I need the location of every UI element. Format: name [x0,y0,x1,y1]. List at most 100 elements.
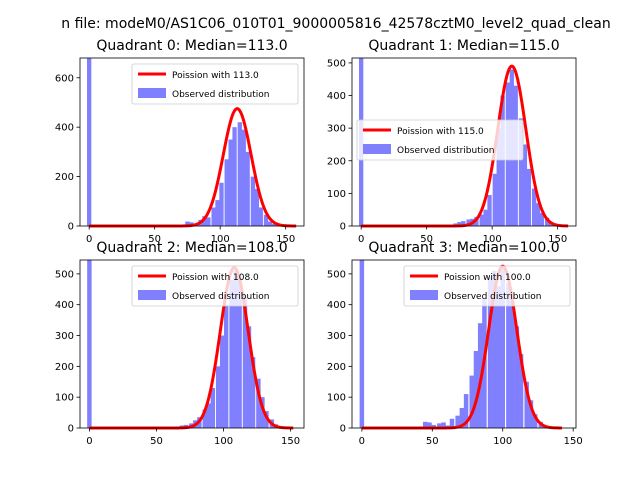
histogram-bar [457,222,462,226]
legend-box [131,63,299,105]
histogram-bar [260,397,265,428]
axes-frame [351,259,577,429]
histogram-bar [250,176,256,226]
legend-poisson-label: Poission with 113.0 [172,71,259,81]
y-tick-label: 100 [55,393,74,404]
y-tick-label: 400 [327,91,346,102]
histogram-bar [535,203,541,226]
y-tick-label: 600 [55,73,74,84]
histogram-bar [267,221,273,226]
histogram-bar [263,214,269,226]
x-tick-label: 100 [211,234,230,245]
histogram-bar [215,366,221,428]
axes-frame [351,57,577,227]
histogram-bar [437,423,442,428]
histogram-bar [423,421,428,428]
histogram-bar [250,357,256,428]
legend-poisson-label: Poission with 115.0 [397,127,484,137]
histogram-bar [522,144,528,226]
histogram-bar [223,304,229,428]
histogram-bar [202,409,207,428]
subplot-quadrant-2: 0 50 100 150 0 100 200 300 400 500 Quadrant 2: Med… [55,240,305,447]
histogram-bar [211,207,216,226]
legend: Poission with 100.0 Observed distribution [403,265,571,307]
legend-box [131,265,299,307]
histogram-bar [441,422,446,428]
histogram-bar [237,122,242,226]
histogram-bar [431,424,436,428]
histogram-bar [237,276,242,428]
histogram-bar [246,326,252,428]
y-tick-label: 0 [340,222,346,233]
x-tick-label: 0 [86,436,92,447]
histogram-bar [500,95,505,226]
histogram-bar [466,219,471,226]
x-tick-label: 150 [276,234,295,245]
histogram-bar [459,407,465,428]
histogram-bar [492,173,497,226]
y-tick-label: 400 [55,300,74,311]
subplot-quadrant-3: 0 50 100 150 0 100 200 300 400 500 Quadrant 3: Med… [327,240,583,447]
y-tick-label: 300 [327,331,346,342]
legend: Poission with 113.0 Observed distribution [131,63,299,105]
histogram-bar [473,350,479,428]
histogram-bar [258,207,263,226]
legend-observed-label: Observed distribution [444,292,541,302]
histogram-bar [449,418,455,428]
histogram-zero-bar [87,260,92,428]
histogram-bar [496,286,501,428]
legend-histogram-swatch [363,144,391,154]
subplot-quadrant-1: 0 50 100 150 0 100 200 300 400 500 Quadrant 1: Med… [327,38,577,245]
histogram-bar [506,283,511,428]
x-tick-label: 100 [214,436,233,447]
histogram-bar [233,270,238,428]
legend-observed-label: Observed distribution [172,292,269,302]
histogram-bar [528,400,534,428]
legend-observed-label: Observed distribution [172,90,269,100]
y-tick-label: 100 [327,189,346,200]
histogram-bar [526,168,531,226]
legend-box [403,265,571,307]
histogram-bar [539,212,545,226]
histogram-bar [518,118,524,226]
histogram-bar [545,217,550,226]
y-tick-label: 200 [327,362,346,373]
y-tick-label: 500 [327,269,346,280]
histogram-bar [531,188,537,226]
y-tick-label: 200 [55,172,74,183]
x-tick-label: 0 [358,234,364,245]
y-tick-label: 400 [327,300,346,311]
subplot-quadrant-0: 0 50 100 150 0 200 400 600 Quadrant 0: Median=11… [55,38,305,245]
histogram-bar [206,403,211,428]
histogram-bar [215,200,220,226]
x-tick-label: 50 [150,436,163,447]
legend-histogram-swatch [410,290,438,300]
histogram-bar [232,127,237,226]
legend-histogram-swatch [138,88,166,98]
legend: Poission with 115.0 Observed distribution [356,119,524,161]
legend-histogram-swatch [138,290,166,300]
histogram-bar [496,128,501,226]
histogram-bar [228,139,233,226]
subplot-title: Quadrant 3: Median=100.0 [368,240,559,256]
histogram-bar [210,387,216,428]
histogram-bar [514,326,520,428]
y-tick-label: 200 [55,362,74,373]
histogram-bar [461,221,466,226]
histogram-bar [219,182,224,226]
histogram-bar [479,214,484,226]
x-tick-label: 0 [86,234,92,245]
histogram-bar [510,301,515,428]
subplot-title: Quadrant 0: Median=113.0 [96,38,287,54]
histogram-bar [427,422,432,428]
histogram-bar [492,270,497,428]
legend-box [356,119,524,161]
histogram-bar [256,378,261,428]
subplot-title: Quadrant 2: Median=108.0 [96,240,287,256]
histogram-bar [241,129,246,226]
histogram-bar [500,267,505,428]
histogram-bar [469,375,474,428]
x-tick-label: 100 [493,436,512,447]
y-tick-label: 300 [327,124,346,135]
axes-frame [79,259,305,429]
